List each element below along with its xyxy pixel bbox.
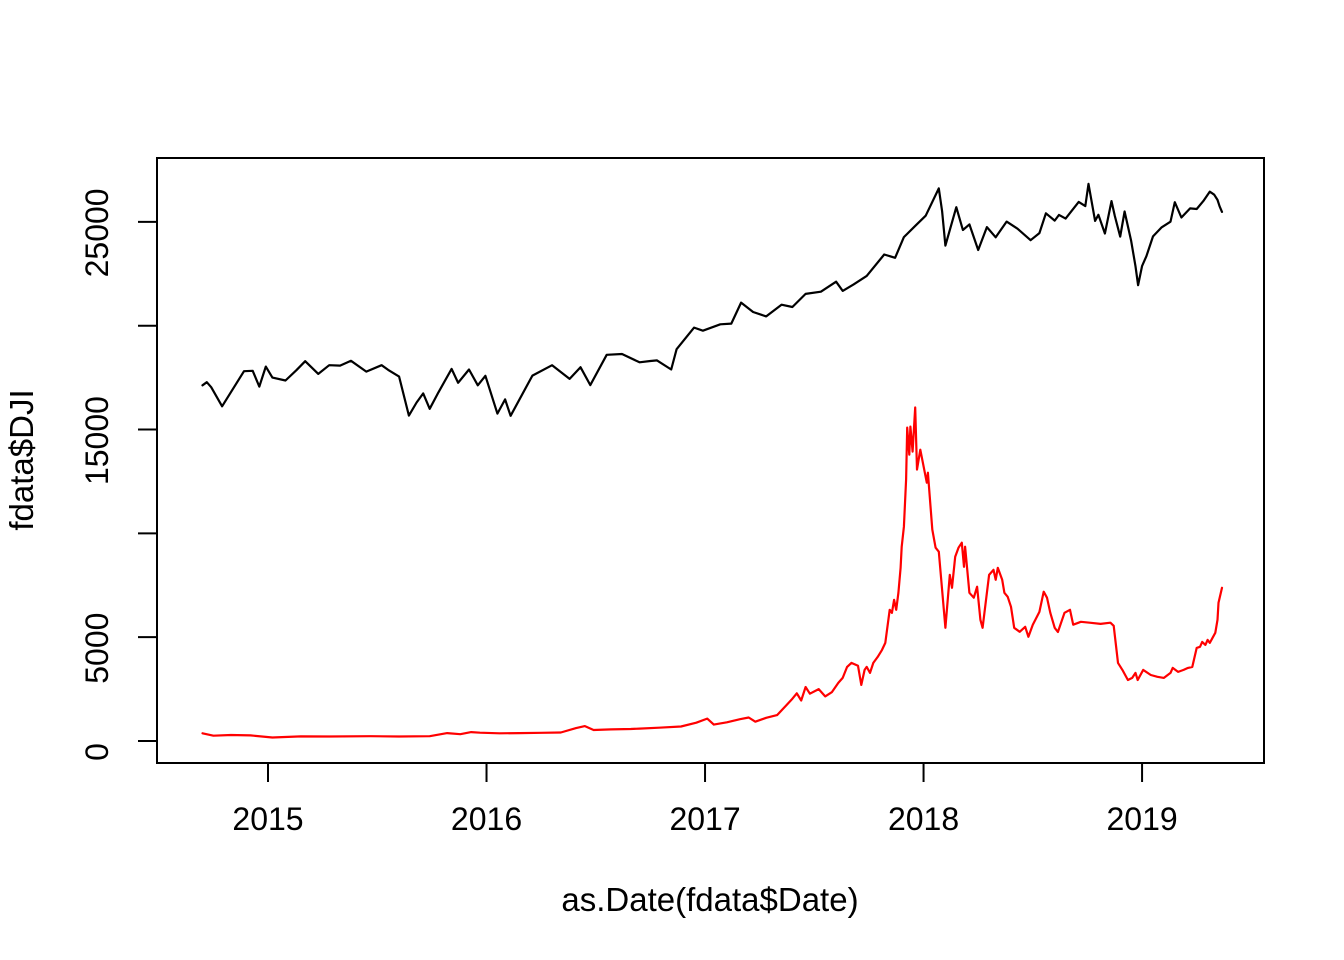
y-axis: 0 5000 15000 25000 <box>79 188 157 761</box>
plot-box <box>156 157 1265 764</box>
x-tick-label: 2018 <box>888 801 959 837</box>
y-axis-title: fdata$DJI <box>3 389 40 530</box>
x-tick-label: 2017 <box>669 801 740 837</box>
y-tick-label: 25000 <box>79 188 115 277</box>
y-tick-label: 0 <box>79 743 115 761</box>
x-axis-title: as.Date(fdata$Date) <box>561 881 858 918</box>
y-tick-label: 15000 <box>79 396 115 485</box>
series-red-line <box>201 406 1224 739</box>
series-black-line-dji <box>201 182 1224 417</box>
series-lines <box>201 182 1224 739</box>
x-tick-label: 2016 <box>451 801 522 837</box>
y-tick-label: 5000 <box>79 613 115 684</box>
x-axis: 2015 2016 2017 2018 2019 <box>232 763 1178 837</box>
x-tick-label: 2019 <box>1106 801 1177 837</box>
x-tick-label: 2015 <box>232 801 303 837</box>
